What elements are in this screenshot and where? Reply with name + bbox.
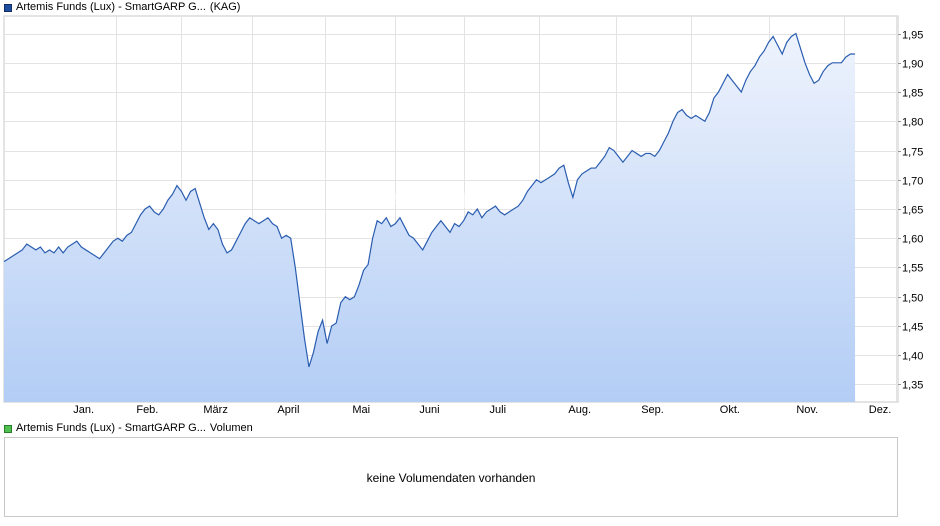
volume-legend: Artemis Funds (Lux) - SmartGARP G... Vol… <box>4 422 253 435</box>
x-tick-label: Okt. <box>720 404 740 416</box>
y-tick-label: 1,55 <box>902 263 923 275</box>
volume-legend-swatch <box>4 424 12 433</box>
x-tick-label: März <box>203 404 227 416</box>
x-tick-label: Sep. <box>641 404 664 416</box>
y-tick-label: 1,60 <box>902 234 923 246</box>
price-legend-exchange: (KAG) <box>209 1 241 13</box>
volume-legend-label: Volumen <box>209 422 253 434</box>
volume-panel: keine Volumendaten vorhanden <box>4 437 898 517</box>
y-tick-label: 1,80 <box>902 117 923 129</box>
watermark: ARIVA.DE <box>387 188 493 213</box>
x-tick-label: April <box>277 404 299 416</box>
x-axis-labels: Jan. Feb. März April Mai Juni Juli Aug. Sep. Okt.… <box>73 404 891 416</box>
x-tick-label: Dez. <box>869 404 892 416</box>
x-tick-label: Feb. <box>136 404 158 416</box>
x-tick-label: Jan. <box>73 404 94 416</box>
price-line <box>3 32 856 368</box>
y-tick-label: 1,75 <box>902 147 923 159</box>
price-area <box>4 33 856 403</box>
y-tick-label: 1,85 <box>902 88 923 100</box>
volume-legend-name: Artemis Funds (Lux) - SmartGARP G... <box>16 422 206 434</box>
x-tick-label: Aug. <box>568 404 591 416</box>
y-tick-label: 1,65 <box>902 205 923 217</box>
y-tick-label: 1,90 <box>902 59 923 71</box>
x-tick-label: Nov. <box>796 404 818 416</box>
y-axis-labels: 1,35 1,40 1,45 1,50 1,55 1,60 1,65 1,70 1,75 1,80… <box>902 30 923 392</box>
y-tick-label: 1,70 <box>902 176 923 188</box>
y-tick-label: 1,95 <box>902 30 923 42</box>
price-chart: ARIVA.DE 1,35 1,40 1,45 1,50 1,55 1,60 1,65 1,7… <box>3 15 923 416</box>
price-legend-swatch <box>4 3 12 12</box>
x-tick-label: Juni <box>419 404 439 416</box>
price-legend-name: Artemis Funds (Lux) - SmartGARP G... <box>16 1 206 13</box>
y-tick-label: 1,45 <box>902 322 923 334</box>
no-volume-message: keine Volumendaten vorhanden <box>366 471 536 485</box>
y-tick-label: 1,40 <box>902 351 923 363</box>
y-tick-label: 1,50 <box>902 293 923 305</box>
price-legend: Artemis Funds (Lux) - SmartGARP G... (KA… <box>4 1 240 14</box>
y-tick-label: 1,35 <box>902 380 923 392</box>
x-tick-label: Mai <box>352 404 370 416</box>
x-tick-label: Juli <box>490 404 507 416</box>
